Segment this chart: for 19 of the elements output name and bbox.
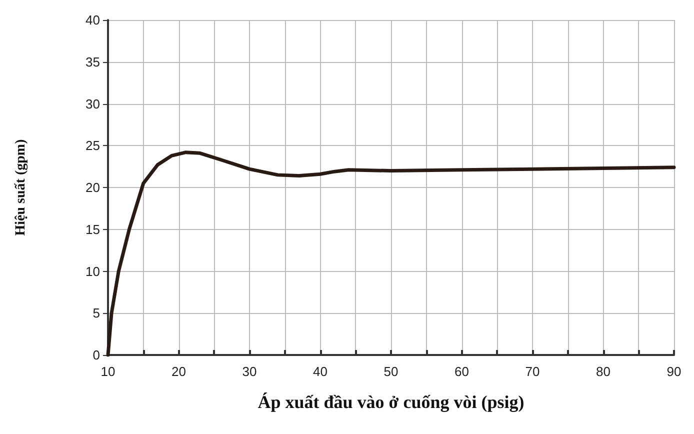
y-tick-label: 35 bbox=[86, 54, 100, 70]
x-tick-label: 50 bbox=[384, 364, 398, 379]
y-tick-label: 25 bbox=[86, 138, 100, 154]
y-tick-label: 0 bbox=[92, 348, 100, 362]
y-tick-label: 15 bbox=[86, 222, 100, 237]
x-tick-label: 20 bbox=[172, 364, 186, 379]
y-tick-label: 5 bbox=[92, 306, 100, 321]
y-axis-title: Hiệu suất (gpm) bbox=[14, 138, 28, 236]
y-tick-label: 30 bbox=[86, 96, 100, 112]
x-tick-label: 70 bbox=[525, 364, 540, 379]
x-tick-label: 90 bbox=[666, 364, 682, 379]
x-tick-label: 60 bbox=[454, 364, 469, 379]
x-axis-title: Áp xuất đầu vào ở cuống vòi (psig) bbox=[258, 392, 524, 412]
x-tick-label: 80 bbox=[596, 364, 610, 379]
y-tick-label: 10 bbox=[86, 264, 100, 279]
x-tick-label: 40 bbox=[313, 364, 328, 379]
x-tick-label: 30 bbox=[242, 364, 257, 379]
y-tick-label: 40 bbox=[86, 12, 100, 28]
y-tick-label: 20 bbox=[86, 180, 100, 195]
